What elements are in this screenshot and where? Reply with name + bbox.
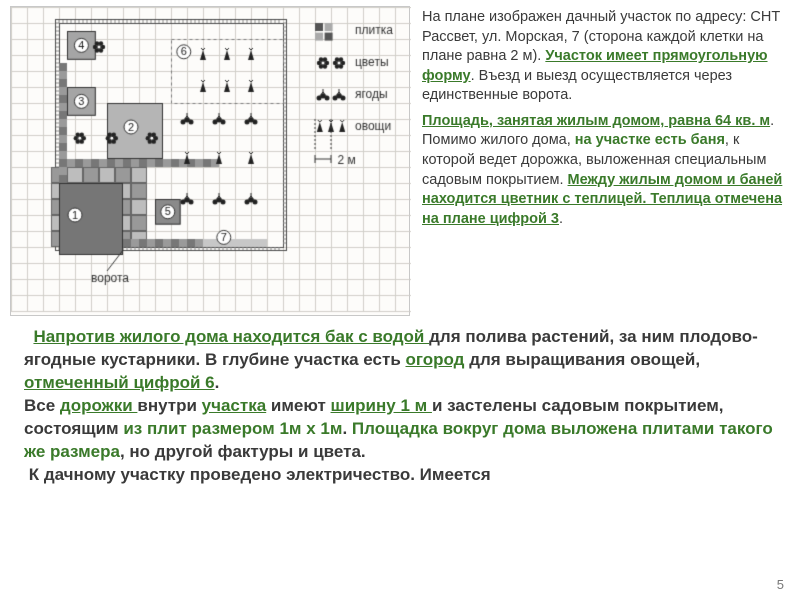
text: Все: [24, 396, 60, 415]
highlight: дорожки: [60, 396, 137, 415]
highlight: огород: [406, 350, 465, 369]
page-number: 5: [777, 576, 784, 594]
highlight: участка: [202, 396, 267, 415]
text: , но другой фактуры и цвета.: [120, 442, 366, 461]
highlight: ширину 1 м: [331, 396, 432, 415]
text: для выращивания овощей,: [464, 350, 700, 369]
text: .: [559, 211, 563, 227]
text: имеют: [266, 396, 330, 415]
highlight: отмеченный цифрой 6: [24, 373, 215, 392]
highlight: на участке есть баня: [575, 132, 725, 148]
plan-diagram: [10, 6, 410, 316]
bottom-paragraphs: Напротив жилого дома находится бак с вод…: [0, 316, 800, 487]
text: .: [342, 419, 351, 438]
right-paragraphs: На плане изображен дачный участок по адр…: [422, 6, 790, 316]
text: К дачному участку проведено электричеств…: [29, 465, 491, 484]
highlight: из плит размером 1м х 1м: [123, 419, 342, 438]
highlight: Напротив жилого дома находится бак с вод…: [33, 327, 429, 346]
highlight: Площадь, занятая жилым домом, равна 64 к…: [422, 113, 770, 129]
text: .: [215, 373, 220, 392]
text: внутри: [137, 396, 201, 415]
